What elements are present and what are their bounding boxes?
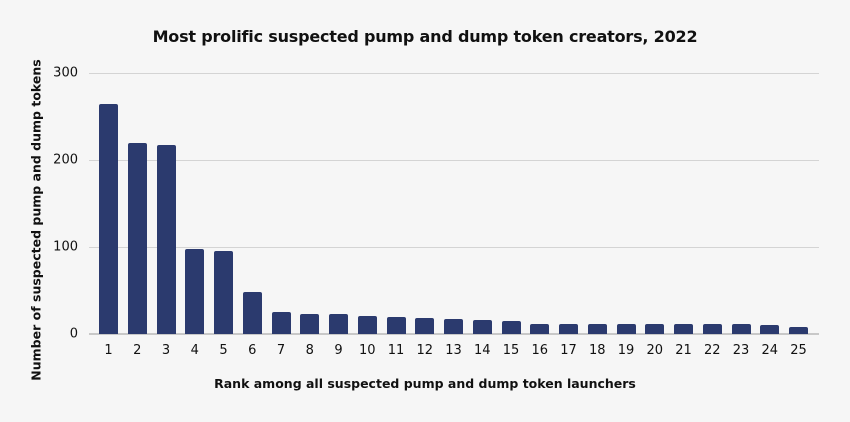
- x-axis-baseline: [89, 333, 819, 335]
- x-tick-label: 15: [502, 343, 520, 358]
- gridline: [89, 247, 819, 248]
- bar-rank-5: [214, 251, 233, 334]
- bar-rank-13: [444, 319, 463, 334]
- bar-rank-24: [760, 325, 780, 334]
- x-axis-label: Rank among all suspected pump and dump t…: [214, 376, 636, 391]
- bar-rank-14: [472, 320, 492, 334]
- x-tick-label: 22: [703, 343, 721, 358]
- x-tick-label: 16: [531, 343, 549, 358]
- bar-rank-11: [386, 316, 406, 334]
- x-tick-label: 14: [473, 343, 491, 358]
- y-tick-label: 100: [53, 239, 78, 255]
- gridline: [89, 160, 819, 161]
- x-tick-label: 17: [560, 343, 577, 358]
- bar-rank-8: [300, 314, 320, 334]
- x-tick-label: 11: [387, 343, 405, 358]
- x-tick-label: 19: [617, 343, 635, 358]
- bar-rank-22: [702, 324, 722, 334]
- plot-area: 0 100 200 300 1 2 3 4 5 6 7 8 9 10 11 12 13 14 15 16 17 18 19 2…: [53, 66, 819, 358]
- bar-rank-9: [329, 314, 348, 334]
- x-tick-label: 9: [334, 343, 343, 358]
- bar-rank-6: [242, 292, 262, 334]
- x-tick-label: 8: [305, 343, 314, 358]
- x-tick-label: 20: [646, 343, 664, 358]
- x-tick-label: 12: [416, 343, 434, 358]
- bar-rank-2: [127, 142, 147, 334]
- bar-rank-19: [616, 324, 636, 334]
- x-tick-label: 10: [358, 343, 376, 358]
- bar-rank-10: [357, 315, 377, 334]
- x-tick-label: 5: [219, 343, 228, 358]
- bar-rank-7: [271, 312, 291, 334]
- y-tick-label: 200: [53, 152, 78, 168]
- x-tick-label: 23: [732, 343, 750, 358]
- bar-rank-1: [99, 104, 118, 334]
- bar-rank-17: [559, 323, 578, 334]
- bar-rank-20: [645, 324, 665, 334]
- x-tick-label: 7: [276, 343, 286, 358]
- y-tick-label: 300: [53, 65, 78, 81]
- bar-rank-12: [415, 318, 435, 334]
- bar-rank-21: [674, 324, 693, 334]
- x-tick-label: 18: [588, 343, 606, 358]
- y-tick-label: 0: [69, 326, 78, 342]
- bar-rank-16: [530, 323, 550, 334]
- x-tick-label: 24: [761, 343, 779, 358]
- bar-rank-25: [789, 327, 808, 334]
- x-tick-label: 13: [445, 343, 462, 358]
- x-tick-label: 6: [248, 343, 257, 358]
- x-tick-label: 1: [104, 343, 113, 358]
- gridline: [89, 73, 819, 74]
- x-tick-label: 21: [675, 343, 692, 358]
- bar-rank-15: [501, 320, 521, 334]
- bar-rank-3: [156, 145, 176, 334]
- x-tick-label: 3: [161, 343, 171, 358]
- bar-rank-4: [185, 248, 205, 334]
- chart-title: Most prolific suspected pump and dump to…: [152, 27, 698, 46]
- bar-rank-23: [731, 324, 751, 334]
- x-tick-label: 4: [190, 343, 199, 358]
- bar-rank-18: [587, 324, 607, 334]
- x-tick-label: 2: [133, 343, 142, 358]
- x-tick-label: 25: [790, 343, 807, 358]
